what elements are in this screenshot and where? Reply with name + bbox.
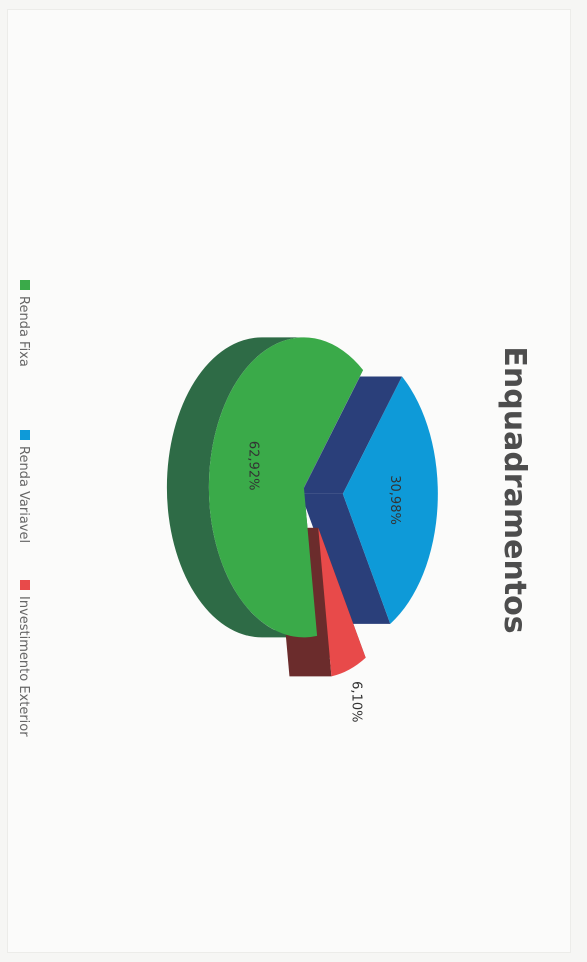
data-label: 6,10% xyxy=(348,681,363,722)
pie-slice-renda-fixa xyxy=(208,337,364,638)
data-label: 30,98% xyxy=(387,475,402,525)
legend-item: Investimento Exterior xyxy=(16,580,31,737)
pie-slice-renda-variavel xyxy=(342,376,438,624)
legend-label: Investimento Exterior xyxy=(16,596,31,737)
legend: Renda Fixa Renda Variavel Investimento Ext… xyxy=(16,280,31,737)
legend-item: Renda Fixa xyxy=(16,280,31,367)
legend-swatch xyxy=(20,580,30,590)
legend-swatch xyxy=(20,430,30,440)
pie-slice-cut xyxy=(300,493,391,624)
pie-plot: 62,92% 30,98% 6,10% xyxy=(166,337,438,722)
legend-item: Renda Variavel xyxy=(16,430,31,543)
pie-slice-side xyxy=(300,376,402,624)
pie-slice-wall xyxy=(166,337,304,638)
pie-slice-cut xyxy=(300,376,402,494)
pie-slice-investimento-exterior xyxy=(318,527,366,677)
chart-title: Enquadramentos xyxy=(497,346,532,633)
data-label: 62,92% xyxy=(245,441,260,491)
legend-label: Renda Variavel xyxy=(16,446,31,543)
legend-swatch xyxy=(20,280,30,290)
legend-label: Renda Fixa xyxy=(16,296,31,367)
